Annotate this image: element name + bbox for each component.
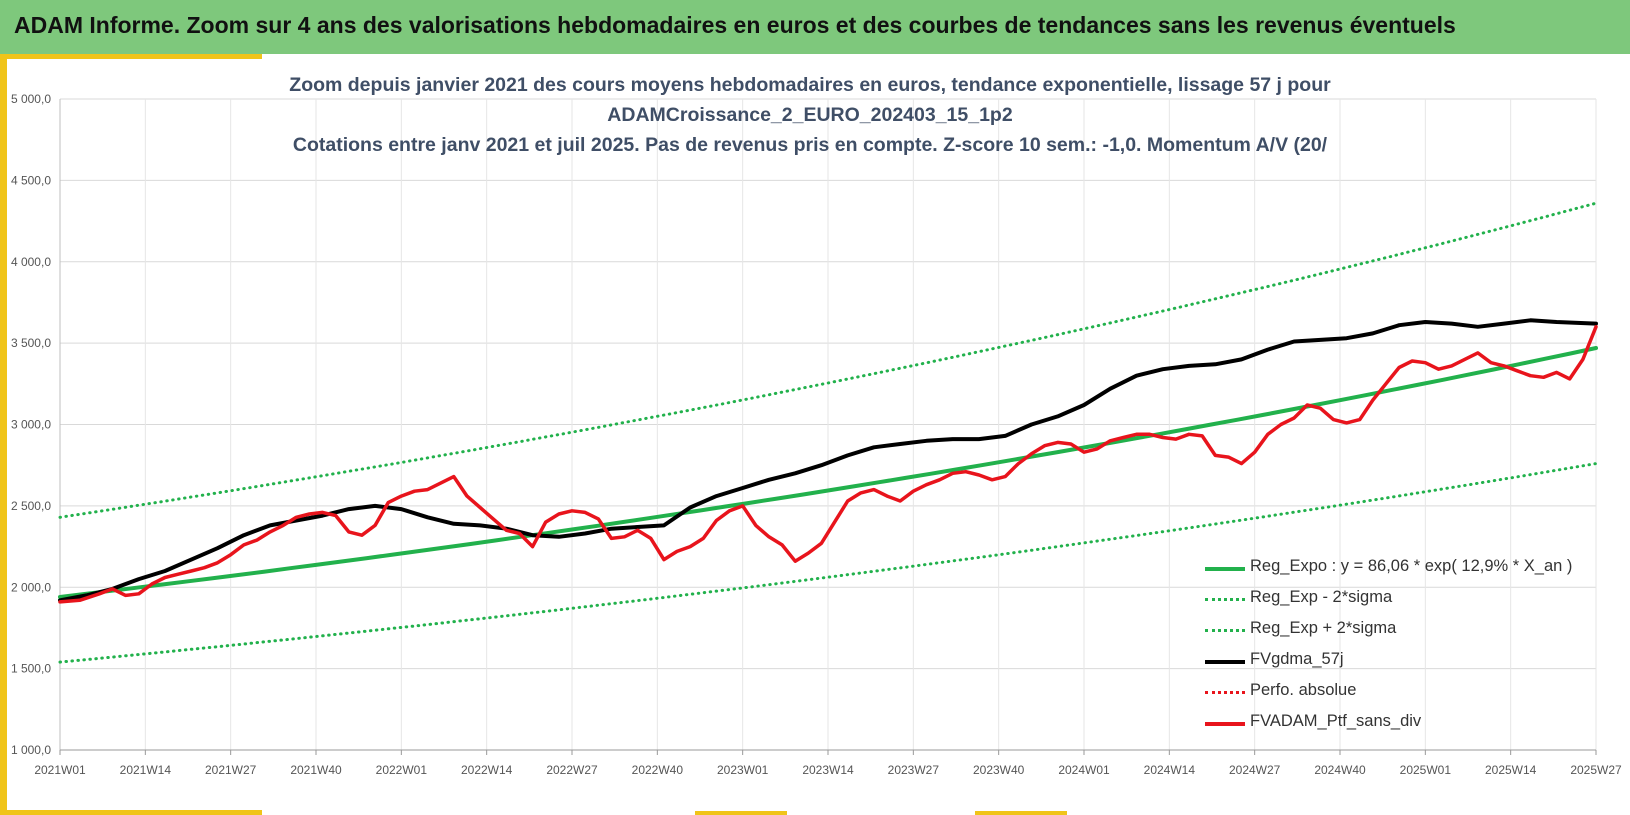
x-tick-label: 2023W14 [802, 763, 854, 777]
legend-label-fvadam: FVADAM_Ptf_sans_div [1250, 712, 1422, 730]
x-tick-label: 2023W27 [888, 763, 940, 777]
chart-title-line-2: ADAMCroissance_2_EURO_202403_15_1p2 [607, 104, 1013, 126]
y-tick-label: 4 500,0 [11, 173, 51, 187]
x-tick-label: 2022W14 [461, 763, 513, 777]
y-tick-label: 1 500,0 [11, 662, 51, 676]
y-tick-label: 3 500,0 [11, 336, 51, 350]
x-tick-label: 2022W27 [546, 763, 598, 777]
legend-label-reg-exp-minus: Reg_Exp - 2*sigma [1250, 588, 1393, 606]
y-tick-label: 3 000,0 [11, 418, 51, 432]
legend-swatch-fvgdma [1205, 660, 1245, 664]
chart-title-line-1: Zoom depuis janvier 2021 des cours moyen… [289, 74, 1331, 96]
x-tick-label: 2022W01 [376, 763, 428, 777]
x-tick-label: 2021W27 [205, 763, 257, 777]
x-tick-label: 2021W40 [290, 763, 342, 777]
x-tick-label: 2025W14 [1485, 763, 1537, 777]
legend-swatch-fvadam [1205, 722, 1245, 726]
y-tick-label: 5 000,0 [11, 92, 51, 106]
series-fvgdma-57j [58, 318, 1598, 603]
legend-swatch-reg-expo [1205, 567, 1245, 571]
x-tick-label: 2023W40 [973, 763, 1025, 777]
x-tick-label: 2023W01 [717, 763, 769, 777]
legend-swatch-reg-exp-plus [1205, 629, 1245, 632]
chart-title-line-3: Cotations entre janv 2021 et juil 2025. … [292, 134, 1328, 156]
chart-title: Zoom depuis janvier 2021 des cours moyen… [220, 70, 1400, 160]
series-fvadam-ptf [58, 325, 1598, 604]
legend-label-reg-exp-plus: Reg_Exp + 2*sigma [1250, 619, 1397, 637]
y-tick-label: 2 500,0 [11, 499, 51, 513]
accent-bar-top [0, 54, 262, 59]
accent-bar-bottom-3 [975, 811, 1067, 815]
accent-bar-bottom [0, 810, 262, 815]
legend-label-fvgdma: FVgdma_57j [1250, 650, 1344, 668]
series-reg-expo [58, 346, 1598, 599]
y-tick-label: 1 000,0 [11, 743, 51, 757]
y-tick-label: 2 000,0 [11, 580, 51, 594]
x-tick-label: 2021W01 [34, 763, 86, 777]
series-reg-exp-plus-2sigma [58, 201, 1598, 519]
report-title: ADAM Informe. Zoom sur 4 ans des valoris… [14, 12, 1456, 38]
x-tick-label: 2025W01 [1400, 763, 1452, 777]
x-tick-label: 2024W14 [1144, 763, 1196, 777]
y-tick-label: 4 000,0 [11, 255, 51, 269]
report-banner: ADAM Informe. Zoom sur 4 ans des valoris… [0, 0, 1630, 54]
accent-bar-left [0, 54, 7, 815]
x-tick-label: 2024W01 [1058, 763, 1110, 777]
x-tick-label: 2024W27 [1229, 763, 1281, 777]
legend-label-perfo-absolue: Perfo. absolue [1250, 681, 1357, 699]
legend-swatch-perfo-absolue [1205, 691, 1245, 694]
legend-swatch-reg-exp-minus [1205, 598, 1245, 601]
legend-label-reg-expo: Reg_Expo : y = 86,06 * exp( 12,9% * X_an… [1250, 557, 1573, 575]
x-tick-label: 2021W14 [120, 763, 172, 777]
x-tick-label: 2022W40 [632, 763, 684, 777]
series-reg-exp-minus-2sigma [58, 462, 1598, 664]
accent-bar-bottom-2 [695, 811, 787, 815]
x-tick-label: 2025W27 [1570, 763, 1622, 777]
x-tick-label: 2024W40 [1314, 763, 1366, 777]
